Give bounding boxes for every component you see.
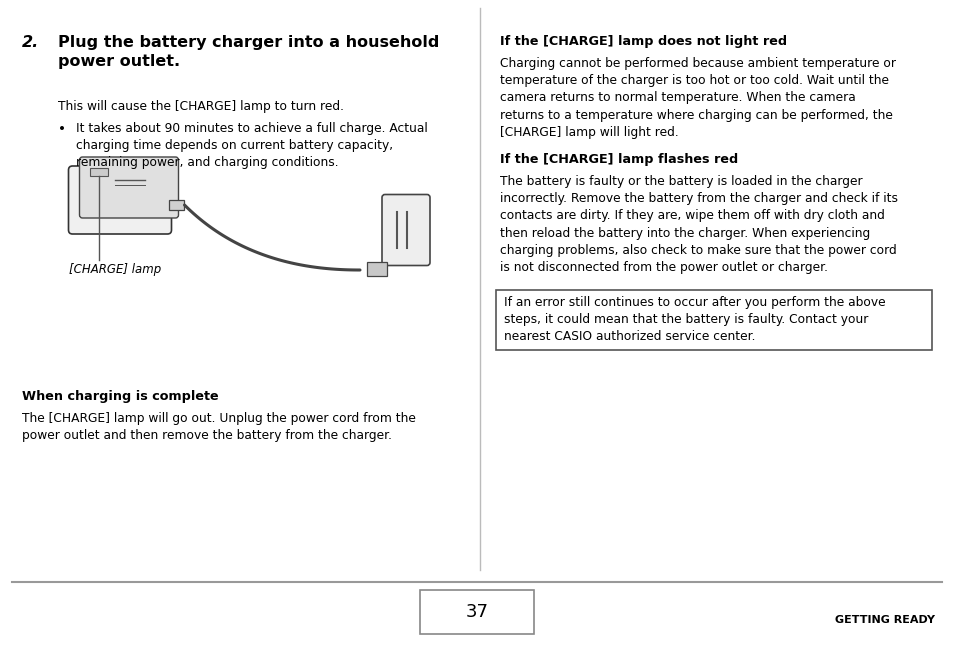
Text: Plug the battery charger into a household
power outlet.: Plug the battery charger into a househol… <box>58 35 439 69</box>
FancyBboxPatch shape <box>69 166 172 234</box>
Text: If an error still continues to occur after you perform the above
steps, it could: If an error still continues to occur aft… <box>503 296 884 344</box>
FancyBboxPatch shape <box>496 290 931 350</box>
Text: If the [CHARGE] lamp does not light red: If the [CHARGE] lamp does not light red <box>499 35 786 48</box>
Text: GETTING READY: GETTING READY <box>834 615 934 625</box>
Text: Charging cannot be performed because ambient temperature or
temperature of the c: Charging cannot be performed because amb… <box>499 57 895 139</box>
Text: 37: 37 <box>465 603 488 621</box>
Text: If the [CHARGE] lamp flashes red: If the [CHARGE] lamp flashes red <box>499 153 738 166</box>
Text: The battery is faulty or the battery is loaded in the charger
incorrectly. Remov: The battery is faulty or the battery is … <box>499 175 897 274</box>
Bar <box>367 262 387 276</box>
Text: This will cause the [CHARGE] lamp to turn red.: This will cause the [CHARGE] lamp to tur… <box>58 100 344 113</box>
Text: The [CHARGE] lamp will go out. Unplug the power cord from the
power outlet and t: The [CHARGE] lamp will go out. Unplug th… <box>22 412 416 443</box>
Bar <box>91 168 109 176</box>
FancyBboxPatch shape <box>381 194 430 266</box>
Text: It takes about 90 minutes to achieve a full charge. Actual
charging time depends: It takes about 90 minutes to achieve a f… <box>76 122 427 169</box>
Text: •: • <box>58 122 66 136</box>
FancyBboxPatch shape <box>79 157 178 218</box>
Bar <box>170 200 184 210</box>
Text: 2.: 2. <box>22 35 39 50</box>
Text: When charging is complete: When charging is complete <box>22 390 218 403</box>
Bar <box>419 590 534 634</box>
Text: [CHARGE] lamp: [CHARGE] lamp <box>70 263 162 276</box>
